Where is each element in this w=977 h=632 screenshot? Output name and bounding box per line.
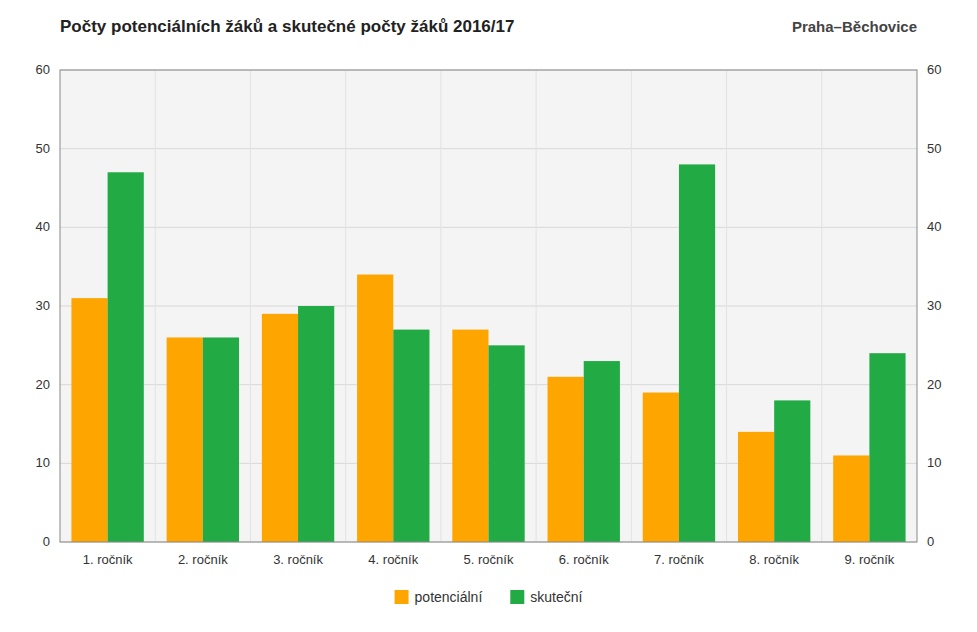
x-tick-label: 7. ročník [654,552,704,567]
y-axis: 0 10 20 30 40 50 60 [36,62,50,549]
bar [584,361,620,542]
y-tick-label: 30 [36,298,50,313]
legend-label: potenciální [415,589,483,605]
bar [774,400,810,542]
bar [393,330,429,542]
bars [71,164,905,542]
x-tick-label: 5. ročník [464,552,514,567]
bar [833,455,869,542]
bar [738,432,774,542]
divider [155,70,156,542]
divider [821,70,822,542]
x-tick-label: 3. ročník [273,552,323,567]
y-tick-label: 60 [36,62,50,77]
bar [262,314,298,542]
x-tick-label: 2. ročník [178,552,228,567]
bar [679,164,715,542]
divider [536,70,537,542]
x-tick-label: 4. ročník [368,552,418,567]
y2-tick-label: 30 [927,298,941,313]
y-tick-label: 10 [36,455,50,470]
chart: Počty potenciálních žáků a skutečné počt… [0,0,977,632]
grid-line [60,306,917,307]
group-dividers [155,70,822,542]
grid-line [60,227,917,228]
x-tick-label: 1. ročník [83,552,133,567]
y-tick-label: 50 [36,141,50,156]
legend: potenciální skuteční [395,589,583,605]
x-tick-label: 9. ročník [844,552,894,567]
legend-item: skuteční [510,589,582,605]
y2-tick-label: 60 [927,62,941,77]
subtitle: Praha–Běchovice [792,18,917,35]
bar [203,337,239,542]
plot-frame [60,70,917,542]
bar [489,345,525,542]
plot-area [60,70,917,542]
y2-axis: 0 10 20 30 40 50 60 [927,62,941,549]
bar [71,298,107,542]
legend-swatch [395,590,409,604]
y2-tick-label: 0 [927,534,934,549]
grid [60,70,917,542]
bar [357,275,393,542]
x-tick-label: 8. ročník [749,552,799,567]
bar [548,377,584,542]
divider [726,70,727,542]
x-tick-label: 6. ročník [559,552,609,567]
legend-swatch [510,590,524,604]
bar [167,337,203,542]
bar [108,172,144,542]
title: Počty potenciálních žáků a skutečné počt… [60,17,514,36]
divider [440,70,441,542]
legend-item: potenciální [395,589,483,605]
y2-tick-label: 20 [927,377,941,392]
grid-line [60,148,917,149]
bar [643,393,679,542]
legend-label: skuteční [530,589,582,605]
y-tick-label: 20 [36,377,50,392]
bar [452,330,488,542]
bar [298,306,334,542]
divider [345,70,346,542]
bar [869,353,905,542]
divider [250,70,251,542]
y-tick-label: 0 [43,534,50,549]
y2-tick-label: 50 [927,141,941,156]
divider [631,70,632,542]
y2-tick-label: 40 [927,219,941,234]
y2-tick-label: 10 [927,455,941,470]
x-axis: 1. ročník 2. ročník 3. ročník 4. ročník 5. r… [83,552,895,567]
y-tick-label: 40 [36,219,50,234]
